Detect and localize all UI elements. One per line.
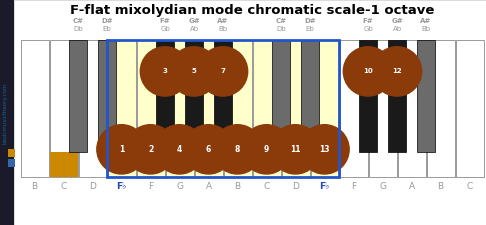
Bar: [301, 40, 319, 152]
Bar: [281, 40, 310, 177]
Bar: [8, 149, 15, 157]
Text: 5: 5: [191, 68, 196, 74]
Text: C#: C#: [276, 18, 287, 24]
Text: 2: 2: [148, 145, 153, 154]
Text: C: C: [60, 182, 67, 191]
Text: D#: D#: [101, 18, 113, 24]
Bar: [50, 40, 77, 177]
Bar: [194, 40, 223, 177]
Bar: [224, 40, 251, 177]
Bar: [20, 40, 49, 177]
Bar: [8, 159, 15, 167]
Circle shape: [140, 47, 190, 96]
Bar: [98, 40, 116, 152]
Text: Eb: Eb: [306, 26, 314, 32]
Circle shape: [198, 47, 248, 96]
Text: Gb: Gb: [160, 26, 170, 32]
Circle shape: [126, 125, 175, 174]
Bar: [166, 40, 193, 177]
Text: B: B: [437, 182, 444, 191]
Text: 1: 1: [119, 145, 124, 154]
Bar: [214, 40, 232, 152]
Bar: [69, 40, 87, 152]
Text: F#: F#: [363, 18, 373, 24]
Text: F-flat mixolydian mode chromatic scale-1 octave: F-flat mixolydian mode chromatic scale-1…: [70, 4, 434, 17]
Circle shape: [343, 47, 393, 96]
Text: Bb: Bb: [421, 26, 431, 32]
Text: Eb: Eb: [103, 26, 111, 32]
Bar: [253, 40, 280, 177]
Text: 6: 6: [206, 145, 211, 154]
Bar: [107, 40, 339, 177]
Text: F: F: [351, 182, 356, 191]
Text: C: C: [263, 182, 270, 191]
Circle shape: [271, 125, 320, 174]
Text: D: D: [89, 182, 96, 191]
Text: 7: 7: [221, 68, 226, 74]
Text: F♭: F♭: [319, 182, 330, 191]
Text: A: A: [206, 182, 211, 191]
Text: A#: A#: [420, 18, 432, 24]
Bar: [107, 40, 136, 177]
Text: 13: 13: [319, 145, 330, 154]
Text: 3: 3: [162, 68, 168, 74]
Bar: [156, 40, 174, 152]
Bar: [417, 40, 435, 152]
Bar: [311, 40, 339, 177]
Bar: [185, 40, 203, 152]
Text: Ab: Ab: [392, 26, 401, 32]
Bar: [388, 40, 406, 152]
Text: 12: 12: [392, 68, 402, 74]
Bar: [427, 40, 454, 177]
Text: Bb: Bb: [218, 26, 227, 32]
Bar: [137, 40, 164, 177]
Circle shape: [213, 125, 262, 174]
Text: G#: G#: [391, 18, 403, 24]
Text: 9: 9: [264, 145, 269, 154]
Circle shape: [300, 125, 349, 174]
Text: F#: F#: [160, 18, 170, 24]
Text: Db: Db: [276, 26, 286, 32]
Circle shape: [372, 47, 422, 96]
Bar: [359, 40, 377, 152]
Text: C: C: [467, 182, 472, 191]
Text: B: B: [234, 182, 241, 191]
Bar: [340, 40, 367, 177]
Text: F: F: [148, 182, 153, 191]
Text: G: G: [176, 182, 183, 191]
Bar: [79, 40, 106, 177]
Text: basicmusictheory.com: basicmusictheory.com: [2, 82, 7, 144]
Bar: [455, 40, 484, 177]
Circle shape: [169, 47, 219, 96]
Text: 11: 11: [290, 145, 301, 154]
Circle shape: [155, 125, 204, 174]
Text: 8: 8: [235, 145, 240, 154]
Bar: [50, 152, 77, 177]
Text: G: G: [379, 182, 386, 191]
Bar: [368, 40, 397, 177]
Bar: [0, 0, 14, 225]
Text: A: A: [408, 182, 415, 191]
Circle shape: [97, 125, 146, 174]
Bar: [398, 40, 426, 177]
Text: B: B: [32, 182, 37, 191]
Circle shape: [184, 125, 233, 174]
Bar: [272, 40, 290, 152]
Text: Ab: Ab: [190, 26, 199, 32]
Text: 4: 4: [177, 145, 182, 154]
Circle shape: [242, 125, 291, 174]
Bar: [107, 40, 339, 177]
Text: Gb: Gb: [363, 26, 373, 32]
Text: Db: Db: [73, 26, 83, 32]
Text: D#: D#: [304, 18, 316, 24]
Text: G#: G#: [188, 18, 200, 24]
Text: A#: A#: [217, 18, 228, 24]
Text: 10: 10: [363, 68, 373, 74]
Text: F♭: F♭: [116, 182, 127, 191]
Text: D: D: [292, 182, 299, 191]
Text: C#: C#: [72, 18, 84, 24]
